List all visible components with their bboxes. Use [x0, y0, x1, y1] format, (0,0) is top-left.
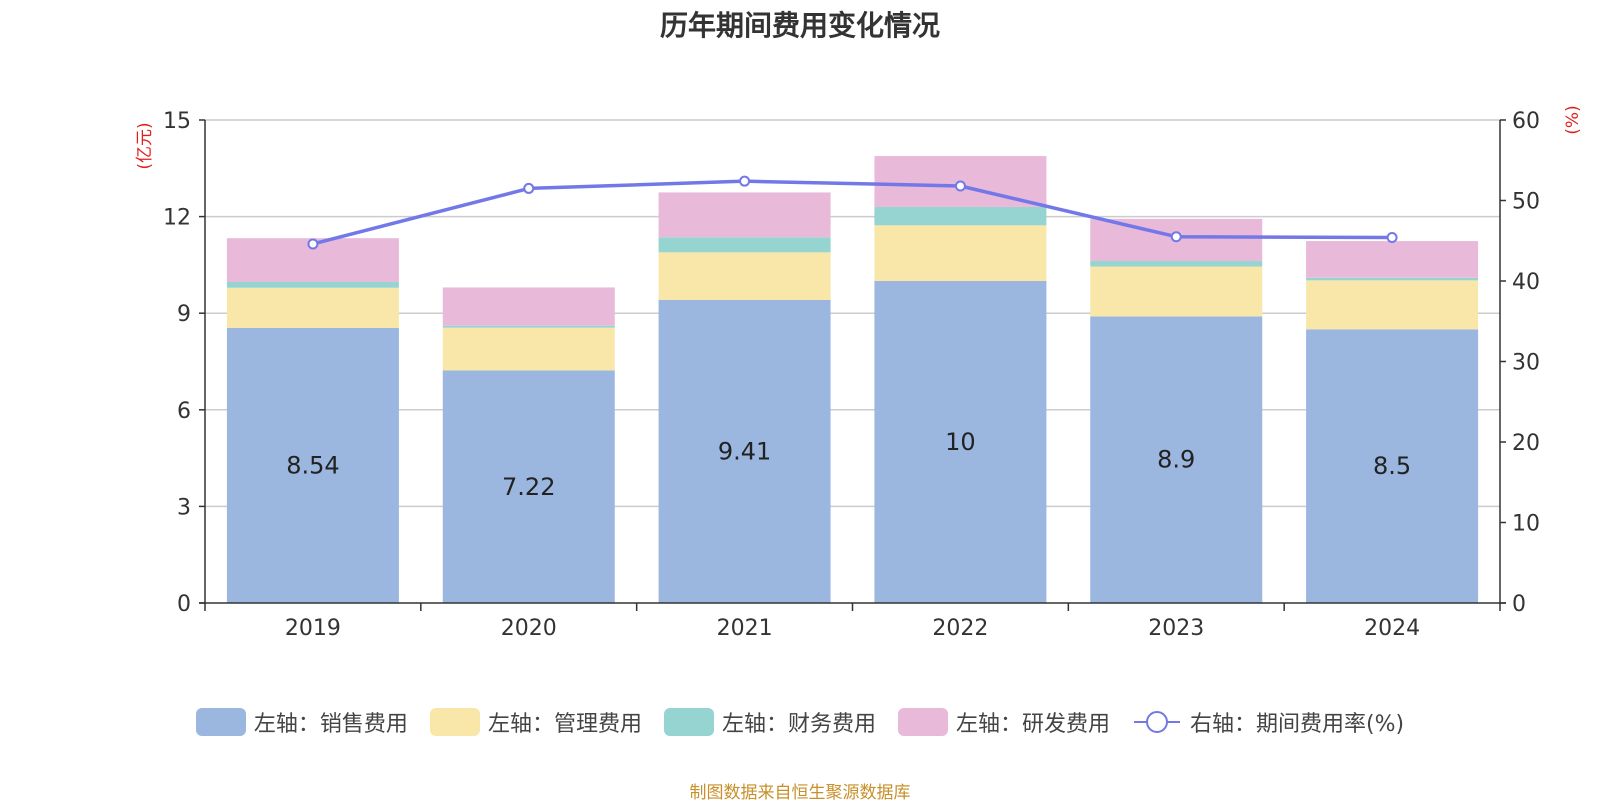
x-axis-tick-label: 2019	[285, 616, 341, 641]
legend-swatch	[195, 708, 246, 736]
left-axis-tick-label: 6	[177, 399, 191, 424]
bar-segment	[658, 299, 831, 603]
legend-item: 左轴：财务费用	[663, 706, 876, 738]
legend-label: 左轴：销售费用	[253, 712, 408, 737]
chart-title: 历年期间费用变化情况	[659, 9, 940, 42]
line-point	[523, 182, 535, 194]
bar-data-label: 8.54	[286, 452, 339, 480]
left-axis-tick-label: 3	[177, 495, 191, 520]
bar-segment	[1306, 329, 1479, 603]
line-series-path	[312, 179, 1393, 246]
left-axis-tick-label: 12	[163, 206, 191, 231]
right-axis-tick-label: 10	[1512, 512, 1540, 537]
right-axis-label: (%)	[1563, 105, 1583, 134]
bar-segment	[226, 328, 399, 603]
bar-data-label: 8.9	[1157, 446, 1195, 474]
legend-label: 左轴：财务费用	[721, 712, 876, 737]
bar-segment	[1306, 277, 1479, 281]
legend: 左轴：销售费用 左轴：管理费用 左轴：财务费用 左轴：研发费用 右轴：期间费用率(%)	[0, 706, 1600, 738]
x-axis-tick-label: 2022	[932, 616, 988, 641]
right-axis-tick-label: 0	[1512, 592, 1526, 617]
bar-segment	[1306, 280, 1479, 330]
bar-data-label: 10	[945, 428, 976, 456]
left-axis-tick-label: 0	[177, 592, 191, 617]
right-axis-tick-label: 40	[1512, 270, 1540, 295]
bar-segment	[874, 225, 1047, 281]
bar-segment	[442, 287, 615, 326]
bar-segment	[1090, 316, 1263, 603]
left-axis-tick-label: 9	[177, 302, 191, 327]
left-axis-tick-label: 15	[163, 109, 191, 134]
bar-segment	[874, 206, 1047, 226]
legend-line-swatch	[1133, 711, 1180, 733]
line-point	[1170, 231, 1182, 243]
left-axis-label: (亿元)	[135, 122, 155, 169]
line-point	[739, 175, 751, 187]
x-axis-tick-label: 2020	[501, 616, 557, 641]
legend-swatch	[897, 708, 948, 736]
legend-swatch	[429, 708, 480, 736]
right-axis-tick-label: 30	[1512, 351, 1540, 376]
bar-segment	[442, 325, 615, 328]
bar-segment	[1090, 266, 1263, 317]
x-axis-tick-label: 2024	[1364, 616, 1420, 641]
x-axis-tick-label: 2023	[1148, 616, 1204, 641]
right-axis-tick-label: 20	[1512, 431, 1540, 456]
legend-item: 左轴：研发费用	[897, 706, 1110, 738]
line-point	[307, 238, 319, 250]
legend-swatch	[663, 708, 714, 736]
right-axis-tick-label: 60	[1512, 109, 1540, 134]
bar-segment	[226, 281, 399, 288]
bar-segment	[226, 287, 399, 329]
right-axis-tick-label: 50	[1512, 190, 1540, 215]
bar-segment	[658, 252, 831, 300]
bar-segment	[658, 192, 831, 238]
bar-segment	[442, 327, 615, 371]
bar-segment	[658, 237, 831, 253]
bar-data-label: 8.5	[1373, 452, 1411, 480]
bar-data-label: 7.22	[502, 473, 555, 501]
line-point	[1386, 232, 1398, 244]
legend-item: 左轴：管理费用	[429, 706, 642, 738]
legend-item: 右轴：期间费用率(%)	[1132, 706, 1404, 738]
legend-label: 左轴：研发费用	[955, 712, 1110, 737]
legend-label: 右轴：期间费用率(%)	[1189, 712, 1405, 737]
bar-segment	[1090, 261, 1263, 267]
source-note: 制图数据来自恒生聚源数据库	[689, 783, 911, 803]
x-axis-tick-label: 2021	[717, 616, 773, 641]
legend-item: 左轴：销售费用	[195, 706, 408, 738]
line-point	[954, 180, 966, 192]
bar-segment	[874, 281, 1047, 603]
bar-data-label: 9.41	[718, 437, 771, 465]
bar-segment	[1306, 241, 1479, 278]
legend-label: 左轴：管理费用	[487, 712, 642, 737]
bar-segment	[442, 370, 615, 603]
